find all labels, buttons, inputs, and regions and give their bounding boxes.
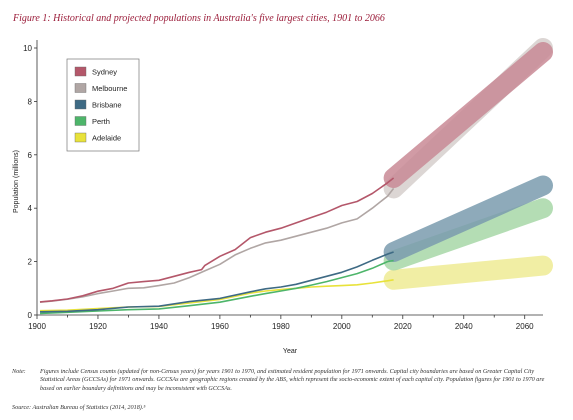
y-tick-label: 4 xyxy=(28,204,33,213)
x-tick-label: 2020 xyxy=(394,322,412,331)
legend-label-sydney: Sydney xyxy=(92,68,117,77)
legend-swatch-sydney xyxy=(74,66,87,77)
legend-label-brisbane: Brisbane xyxy=(92,101,122,110)
y-tick-label: 10 xyxy=(23,44,32,53)
y-tick-label: 2 xyxy=(28,258,33,267)
y-tick-label: 6 xyxy=(28,151,33,160)
x-tick-label: 1900 xyxy=(28,322,46,331)
y-tick-label: 0 xyxy=(28,311,33,320)
x-tick-label: 1920 xyxy=(89,322,107,331)
projection-bands xyxy=(383,38,553,290)
legend-swatch-brisbane xyxy=(74,99,87,110)
x-tick-label: 2040 xyxy=(455,322,473,331)
legend-label-perth: Perth xyxy=(92,117,110,126)
projection-band-brisbane xyxy=(383,175,553,262)
legend-swatch-adelaide xyxy=(74,132,87,143)
figure-title: Figure 1: Historical and projected popul… xyxy=(13,13,385,24)
note-label: Note: xyxy=(12,368,26,375)
x-tick-label: 1980 xyxy=(272,322,290,331)
x-tick-label: 2000 xyxy=(333,322,351,331)
y-axis-label: Population (millions) xyxy=(13,150,20,213)
x-tick-label: 1940 xyxy=(150,322,168,331)
projection-band-adelaide xyxy=(383,255,553,290)
legend-swatch-perth xyxy=(74,116,87,126)
legend: Sydney Melbourne Brisbane Perth Adelaide xyxy=(66,58,140,152)
legend-label-melbourne: Melbourne xyxy=(92,84,127,93)
historical-lines xyxy=(39,177,395,315)
series-line-melbourne xyxy=(39,187,395,303)
axes: 0 2 4 6 8 10 1900 1920 1940 1960 1980 2000 2020 2040 2… xyxy=(13,40,543,355)
figure-source: Source: Australian Bureau of Statistics … xyxy=(12,404,146,411)
series-line-brisbane xyxy=(39,251,394,313)
legend-swatch-melbourne xyxy=(74,83,87,93)
x-axis-label: Year xyxy=(283,348,298,355)
series-line-perth xyxy=(39,259,394,315)
projection-band-sydney xyxy=(383,42,553,189)
y-tick-label: 8 xyxy=(28,97,33,106)
population-chart: 0 2 4 6 8 10 1900 1920 1940 1960 1980 2000 2020 2040 2… xyxy=(13,38,553,355)
legend-label-adelaide: Adelaide xyxy=(92,134,121,143)
x-tick-label: 1960 xyxy=(211,322,229,331)
figure-note: Note: Figures include Census counts (upd… xyxy=(12,368,560,393)
x-tick-label: 2060 xyxy=(516,322,534,331)
series-line-sydney xyxy=(39,177,395,303)
note-text: Figures include Census counts (updated f… xyxy=(40,368,545,392)
